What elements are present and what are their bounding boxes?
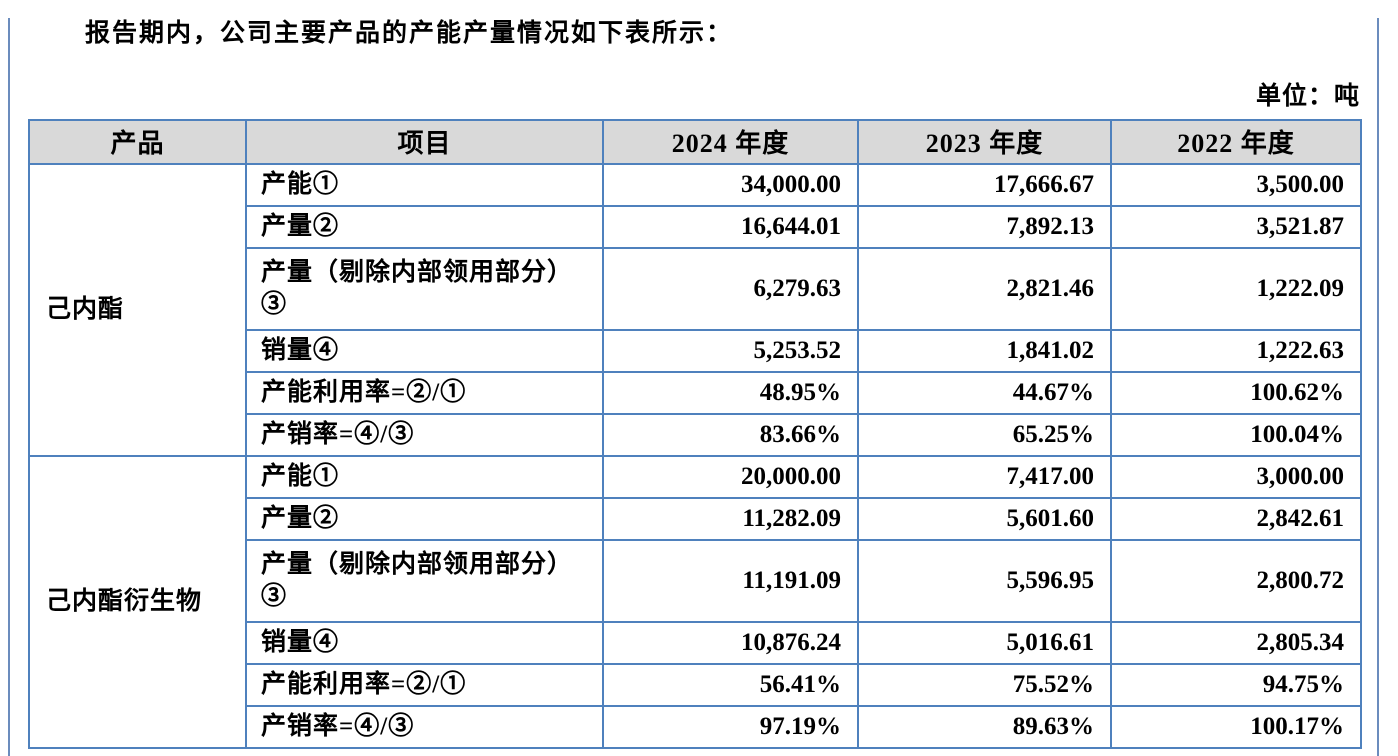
- value-cell-2023: 5,016.61: [857, 620, 1112, 665]
- value-cell-2023: 5,596.95: [857, 538, 1112, 623]
- item-cell: 产量（剔除内部领用部分）③: [245, 538, 604, 623]
- value-cell-2023: 7,892.13: [857, 204, 1112, 249]
- product-cell: 己内酯衍生物: [28, 454, 247, 749]
- table-row: 产量② 16,644.01 7,892.13 3,521.87: [29, 204, 1362, 249]
- table-row: 产量（剔除内部领用部分）③ 6,279.63 2,821.46 1,222.09: [29, 246, 1362, 331]
- value-cell-2024: 5,253.52: [602, 328, 859, 373]
- table-row: 己内酯 产能① 34,000.00 17,666.67 3,500.00: [28, 162, 1362, 457]
- value-cell-2022: 2,842.61: [1110, 496, 1362, 541]
- value-cell-2022: 1,222.63: [1110, 328, 1362, 373]
- value-cell-2022: 100.17%: [1110, 704, 1362, 749]
- value-cell-2022: 3,000.00: [1110, 454, 1362, 499]
- value-cell-2022: 100.04%: [1110, 412, 1362, 457]
- value-cell-2024: 6,279.63: [602, 246, 859, 331]
- item-cell: 产能①: [245, 162, 604, 207]
- item-cell: 产量②: [245, 204, 604, 249]
- table-row: 产量② 11,282.09 5,601.60 2,842.61: [29, 496, 1362, 541]
- product-cell: 己内酯: [28, 162, 247, 457]
- page-frame-left-line: [8, 18, 10, 756]
- value-cell-2023: 2,821.46: [857, 246, 1112, 331]
- capacity-table: 产品 项目 2024 年度 2023 年度 2022 年度 己内酯 产能① 34…: [28, 118, 1362, 749]
- item-cell: 产能利用率=②/①: [245, 662, 604, 707]
- value-cell-2024: 20,000.00: [602, 454, 859, 499]
- table-row: 产销率=④/③ 83.66% 65.25% 100.04%: [29, 412, 1362, 457]
- table-row: 产能利用率=②/① 48.95% 44.67% 100.62%: [29, 370, 1362, 415]
- item-cell: 产量（剔除内部领用部分）③: [245, 246, 604, 331]
- value-cell-2024: 48.95%: [602, 370, 859, 415]
- table-row: 产能利用率=②/① 56.41% 75.52% 94.75%: [29, 662, 1362, 707]
- value-cell-2022: 2,805.34: [1110, 620, 1362, 665]
- value-cell-2023: 1,841.02: [857, 328, 1112, 373]
- value-cell-2024: 97.19%: [602, 704, 859, 749]
- item-cell: 销量④: [245, 328, 604, 373]
- unit-label: 单位：吨: [1255, 82, 1360, 110]
- value-cell-2023: 89.63%: [857, 704, 1112, 749]
- value-cell-2024: 11,282.09: [602, 496, 859, 541]
- value-cell-2022: 3,500.00: [1110, 162, 1362, 207]
- item-cell: 产销率=④/③: [245, 412, 604, 457]
- page-frame-right-line: [1377, 18, 1379, 756]
- header-cell-2022: 2022 年度: [1110, 118, 1362, 165]
- value-cell-2024: 10,876.24: [602, 620, 859, 665]
- value-cell-2023: 5,601.60: [857, 496, 1112, 541]
- value-cell-2023: 17,666.67: [857, 162, 1112, 207]
- header-cell-product: 产品: [28, 118, 247, 165]
- intro-paragraph: 报告期内，公司主要产品的产能产量情况如下表所示：: [85, 20, 734, 47]
- header-cell-item: 项目: [245, 118, 604, 165]
- value-cell-2024: 34,000.00: [602, 162, 859, 207]
- table-row: 产量（剔除内部领用部分）③ 11,191.09 5,596.95 2,800.7…: [29, 538, 1362, 623]
- value-cell-2023: 44.67%: [857, 370, 1112, 415]
- value-cell-2023: 7,417.00: [857, 454, 1112, 499]
- value-cell-2024: 16,644.01: [602, 204, 859, 249]
- item-cell: 产能①: [245, 454, 604, 499]
- value-cell-2024: 11,191.09: [602, 538, 859, 623]
- table-row: 己内酯衍生物 产能① 20,000.00 7,417.00 3,000.00: [28, 454, 1362, 749]
- value-cell-2022: 1,222.09: [1110, 246, 1362, 331]
- item-cell: 产量②: [245, 496, 604, 541]
- header-cell-2023: 2023 年度: [857, 118, 1112, 165]
- item-cell: 销量④: [245, 620, 604, 665]
- table-row: 销量④ 5,253.52 1,841.02 1,222.63: [29, 328, 1362, 373]
- value-cell-2022: 100.62%: [1110, 370, 1362, 415]
- item-cell: 产能利用率=②/①: [245, 370, 604, 415]
- item-cell: 产销率=④/③: [245, 704, 604, 749]
- value-cell-2023: 75.52%: [857, 662, 1112, 707]
- value-cell-2022: 94.75%: [1110, 662, 1362, 707]
- value-cell-2024: 83.66%: [602, 412, 859, 457]
- header-cell-2024: 2024 年度: [602, 118, 859, 165]
- value-cell-2023: 65.25%: [857, 412, 1112, 457]
- table-header-row: 产品 项目 2024 年度 2023 年度 2022 年度: [28, 118, 1362, 165]
- value-cell-2022: 2,800.72: [1110, 538, 1362, 623]
- value-cell-2022: 3,521.87: [1110, 204, 1362, 249]
- table-row: 销量④ 10,876.24 5,016.61 2,805.34: [29, 620, 1362, 665]
- value-cell-2024: 56.41%: [602, 662, 859, 707]
